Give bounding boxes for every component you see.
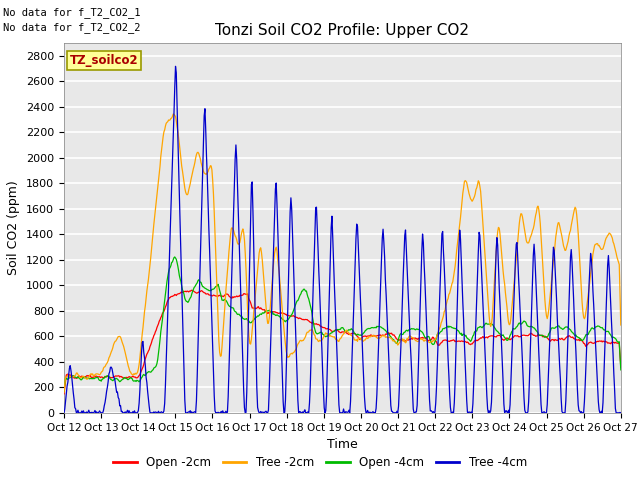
X-axis label: Time: Time — [327, 438, 358, 451]
Text: TZ_soilco2: TZ_soilco2 — [70, 54, 138, 67]
Text: No data for f_T2_CO2_2: No data for f_T2_CO2_2 — [3, 22, 141, 33]
Text: No data for f_T2_CO2_1: No data for f_T2_CO2_1 — [3, 7, 141, 18]
Title: Tonzi Soil CO2 Profile: Upper CO2: Tonzi Soil CO2 Profile: Upper CO2 — [216, 23, 469, 38]
Y-axis label: Soil CO2 (ppm): Soil CO2 (ppm) — [8, 180, 20, 276]
Legend: Open -2cm, Tree -2cm, Open -4cm, Tree -4cm: Open -2cm, Tree -2cm, Open -4cm, Tree -4… — [108, 452, 532, 474]
